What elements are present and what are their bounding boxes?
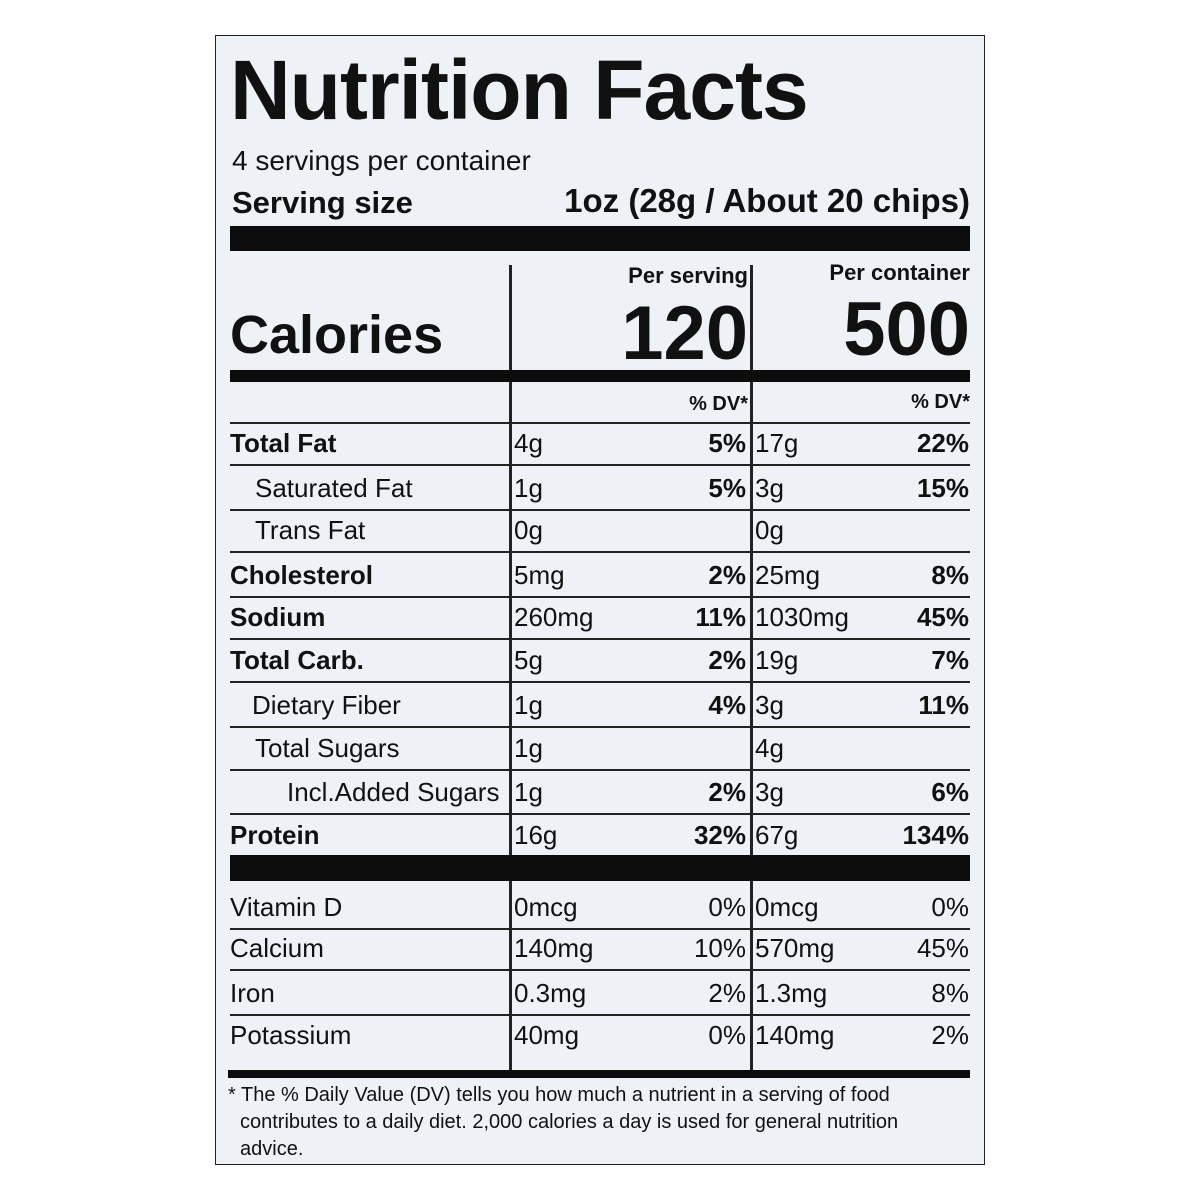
- daily-value: 22%: [916, 428, 969, 458]
- amount: 5g: [514, 645, 543, 675]
- amount: 1g: [514, 690, 543, 720]
- amount: 0.3mg: [514, 978, 587, 1008]
- nutrient-name: Saturated Fat: [255, 473, 413, 503]
- amount: 0mcg: [514, 892, 578, 922]
- nutrient-name: Protein: [230, 820, 320, 850]
- daily-value: 2%: [708, 978, 746, 1008]
- daily-value: 45%: [916, 933, 969, 963]
- nutrient-name: Total Fat: [230, 428, 337, 458]
- daily-value: 134%: [902, 820, 970, 850]
- daily-value: 2%: [708, 560, 746, 590]
- daily-value: 11%: [695, 602, 746, 632]
- nutrient-name: Total Carb.: [230, 645, 364, 675]
- daily-value: 0%: [708, 1020, 746, 1050]
- amount: 0g: [755, 515, 784, 545]
- daily-value: 4%: [708, 690, 746, 720]
- calories-value: 120: [621, 291, 748, 376]
- row-divider: [230, 969, 970, 971]
- amount: 0g: [514, 515, 543, 545]
- dv-header: % DV*: [689, 393, 748, 415]
- column-divider: [750, 265, 753, 1075]
- row-divider: [230, 681, 970, 683]
- nutrient-name: Calcium: [230, 933, 324, 963]
- row-divider: [230, 509, 970, 511]
- amount: 570mg: [755, 933, 835, 963]
- daily-value: 5%: [708, 473, 746, 503]
- amount: 3g: [755, 473, 784, 503]
- column-divider: [509, 265, 512, 1075]
- amount: 67g: [755, 820, 799, 850]
- row-divider: [230, 928, 970, 930]
- dv-header: % DV*: [911, 391, 970, 413]
- nutrient-name: Sodium: [230, 602, 326, 632]
- daily-value: 0%: [708, 892, 746, 922]
- daily-value: 11%: [918, 690, 969, 720]
- amount: 3g: [755, 690, 784, 720]
- calories-label: Calories: [230, 305, 444, 365]
- nutrient-name: Cholesterol: [230, 560, 374, 590]
- amount: 1g: [514, 473, 543, 503]
- daily-value: 6%: [931, 777, 969, 807]
- amount: 3g: [755, 777, 784, 807]
- amount: 19g: [755, 645, 799, 675]
- amount: 40mg: [514, 1020, 580, 1050]
- amount: 1g: [514, 733, 543, 763]
- amount: 25mg: [755, 560, 821, 590]
- daily-value: 2%: [708, 645, 746, 675]
- row-divider: [230, 464, 970, 466]
- daily-value: 2%: [931, 1020, 969, 1050]
- amount: 140mg: [514, 933, 594, 963]
- amount: 140mg: [755, 1020, 835, 1050]
- nutrient-name: Trans Fat: [255, 515, 366, 545]
- amount: 0mcg: [755, 892, 819, 922]
- footnote: * The % Daily Value (DV) tells you how m…: [228, 1084, 899, 1160]
- amount: 1g: [514, 777, 543, 807]
- row-divider: [230, 769, 970, 771]
- title: Nutrition Facts: [230, 43, 809, 137]
- servings: 4 servings per container: [232, 145, 531, 176]
- row-divider: [230, 596, 970, 598]
- amount: 4g: [514, 428, 543, 458]
- row-divider: [230, 422, 970, 424]
- serving-size-label: Serving size: [232, 185, 413, 220]
- calories-value: 500: [843, 287, 970, 372]
- amount: 17g: [755, 428, 799, 458]
- column-header: Per container: [829, 260, 970, 285]
- row-divider: [230, 813, 970, 815]
- daily-value: 0%: [931, 892, 969, 922]
- daily-value: 32%: [693, 820, 746, 850]
- thick-bar: [230, 855, 970, 881]
- row-divider: [230, 551, 970, 553]
- daily-value: 45%: [916, 602, 969, 632]
- amount: 260mg: [514, 602, 594, 632]
- amount: 16g: [514, 820, 558, 850]
- nutrient-name: Dietary Fiber: [252, 690, 401, 720]
- daily-value: 5%: [708, 428, 746, 458]
- daily-value: 2%: [708, 777, 746, 807]
- nutrient-name: Total Sugars: [255, 733, 400, 763]
- nutrient-name: Potassium: [230, 1020, 352, 1050]
- amount: 1.3mg: [755, 978, 828, 1008]
- daily-value: 10%: [693, 933, 746, 963]
- column-header: Per serving: [628, 263, 748, 288]
- daily-value: 8%: [931, 978, 969, 1008]
- daily-value: 15%: [916, 473, 969, 503]
- daily-value: 7%: [931, 645, 969, 675]
- row-divider: [230, 726, 970, 728]
- row-divider: [230, 1014, 970, 1016]
- thick-bar: [230, 226, 970, 251]
- thick-bar: [228, 1070, 970, 1078]
- nutrient-name: Iron: [230, 978, 275, 1008]
- amount: 4g: [755, 733, 784, 763]
- daily-value: 8%: [931, 560, 969, 590]
- amount: 5mg: [514, 560, 565, 590]
- amount: 1030mg: [755, 602, 849, 632]
- serving-size: 1oz (28g / About 20 chips): [564, 182, 970, 219]
- nutrition-label: [215, 35, 985, 1165]
- nutrient-name: Vitamin D: [230, 892, 343, 922]
- thick-bar: [230, 370, 970, 382]
- row-divider: [230, 638, 970, 640]
- nutrient-name: Incl.Added Sugars: [287, 777, 500, 807]
